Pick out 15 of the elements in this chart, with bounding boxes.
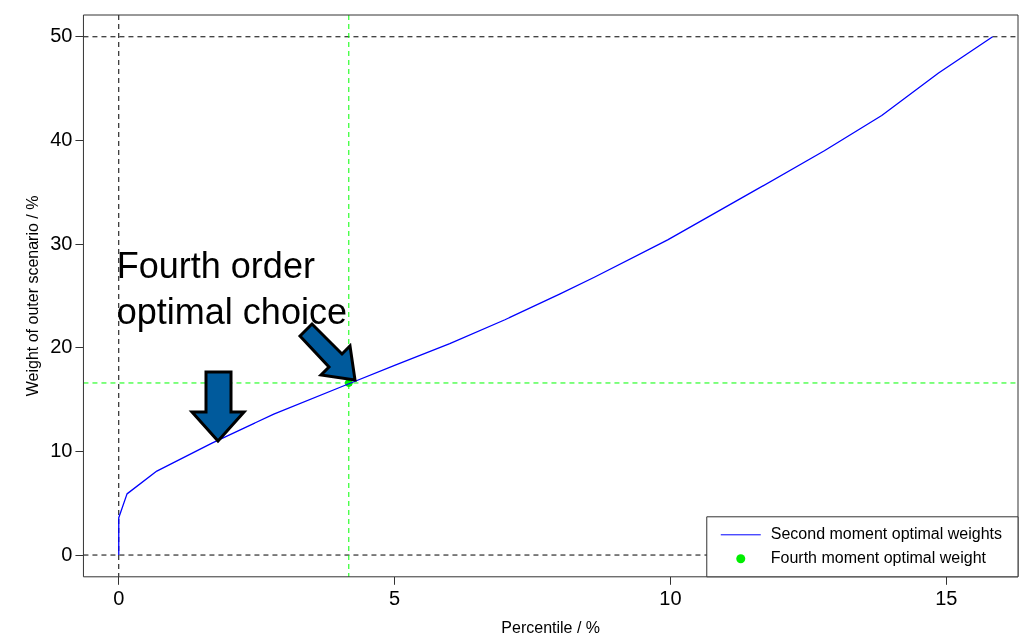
legend-label: Second moment optimal weights: [770, 525, 1003, 543]
x-tick-label: 0: [113, 587, 125, 610]
x-axis-title: Percentile / %: [501, 618, 601, 636]
y-tick-label: 0: [61, 542, 73, 565]
x-tick-label: 15: [935, 587, 958, 610]
y-tick-label: 30: [50, 231, 73, 254]
x-tick-label: 10: [659, 587, 682, 610]
y-axis-title: Weight of outer scenario / %: [24, 195, 42, 397]
y-tick-label: 40: [50, 127, 73, 150]
y-tick-label: 20: [50, 335, 73, 358]
y-tick-label: 10: [50, 438, 73, 461]
legend-label: Fourth moment optimal weight: [770, 549, 987, 567]
x-tick-label: 5: [389, 587, 401, 610]
y-tick-label: 50: [50, 24, 73, 47]
annotation: Fourth order optimal choice: [116, 244, 347, 332]
